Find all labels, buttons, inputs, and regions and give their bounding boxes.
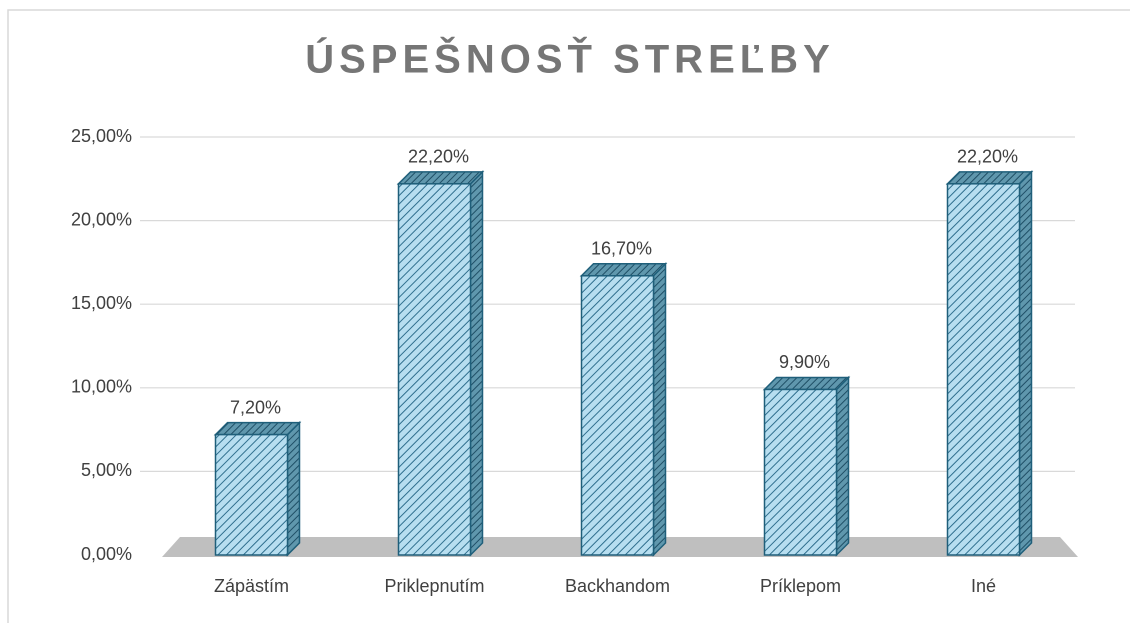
data-label: 9,90% (779, 352, 830, 372)
bar-side (835, 375, 850, 557)
bar-side (652, 261, 667, 557)
y-tick-label: 25,00% (71, 126, 132, 146)
bar-top (945, 171, 1034, 185)
bar-side (469, 170, 484, 557)
y-tick-label: 20,00% (71, 209, 132, 229)
bar-top (213, 421, 302, 436)
data-label: 22,20% (408, 147, 469, 167)
bar-side (1018, 170, 1033, 557)
bar-top (579, 263, 668, 277)
bar-top (396, 171, 485, 185)
y-tick-label: 0,00% (81, 544, 132, 564)
bar (946, 183, 1021, 556)
data-label: 22,20% (957, 147, 1018, 167)
data-label: 7,20% (230, 397, 281, 417)
y-tick-label: 15,00% (71, 293, 132, 313)
x-tick-label: Backhandom (565, 576, 670, 596)
bar (397, 183, 472, 556)
bar (763, 388, 838, 556)
bar-top (762, 376, 851, 391)
x-tick-label: Zápästím (214, 576, 289, 596)
y-tick-label: 5,00% (81, 460, 132, 480)
bar (580, 275, 655, 556)
x-tick-label: Priklepnutím (384, 576, 484, 596)
data-label: 16,70% (591, 239, 652, 259)
x-tick-label: Príklepom (760, 576, 841, 596)
bar (214, 433, 289, 556)
y-tick-label: 10,00% (71, 377, 132, 397)
x-tick-label: Iné (971, 576, 996, 596)
chart-title: ÚSPEŠNOSŤ STREĽBY (305, 36, 835, 82)
bar-side (286, 420, 301, 557)
chart-border (7, 9, 1130, 623)
